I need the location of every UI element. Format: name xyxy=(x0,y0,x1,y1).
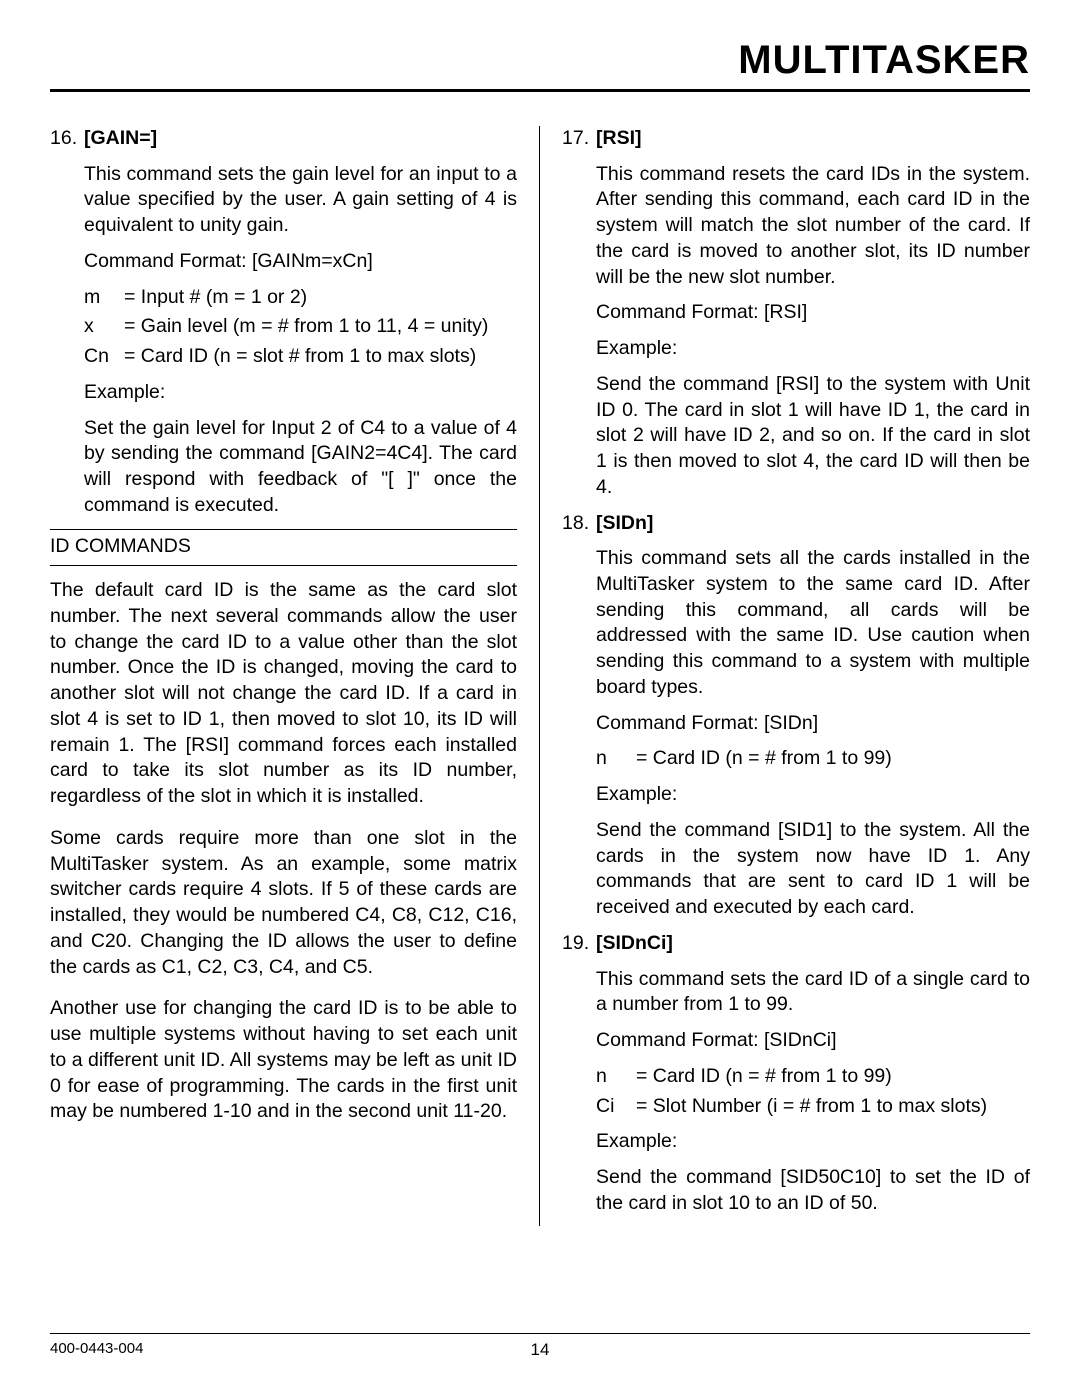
def-text: = Gain level (m = # from 1 to 11, 4 = un… xyxy=(124,314,488,340)
footer-docnum: 400-0443-004 xyxy=(50,1340,143,1357)
item-18-cmdfmt: Command Format: [SIDn] xyxy=(596,711,1030,737)
right-column: 17. [RSI] This command resets the card I… xyxy=(540,126,1030,1226)
id-commands-para-3: Another use for changing the card ID is … xyxy=(50,996,517,1125)
item-label: [SIDn] xyxy=(596,511,653,537)
section-heading-id-commands: ID COMMANDS xyxy=(50,529,517,567)
item-label: [RSI] xyxy=(596,126,642,152)
example-label: Example: xyxy=(84,380,517,406)
item-number: 16. xyxy=(50,126,84,152)
def-row: m = Input # (m = 1 or 2) xyxy=(84,285,517,311)
two-column-layout: 16. [GAIN=] This command sets the gain l… xyxy=(50,126,1030,1226)
def-row: x = Gain level (m = # from 1 to 11, 4 = … xyxy=(84,314,517,340)
item-number: 17. xyxy=(562,126,596,152)
item-17-heading: 17. [RSI] xyxy=(562,126,1030,152)
example-text: Send the command [RSI] to the system wit… xyxy=(596,372,1030,501)
def-row: Ci = Slot Number (i = # from 1 to max sl… xyxy=(596,1094,1030,1120)
def-symbol: n xyxy=(596,746,636,772)
item-label: [GAIN=] xyxy=(84,126,157,152)
example-text: Send the command [SID50C10] to set the I… xyxy=(596,1165,1030,1216)
example-text: Send the command [SID1] to the system. A… xyxy=(596,818,1030,921)
def-symbol: x xyxy=(84,314,124,340)
left-column: 16. [GAIN=] This command sets the gain l… xyxy=(50,126,540,1226)
item-19-cmdfmt: Command Format: [SIDnCi] xyxy=(596,1028,1030,1054)
item-17-desc: This command resets the card IDs in the … xyxy=(596,162,1030,291)
item-number: 19. xyxy=(562,931,596,957)
item-16-cmdfmt: Command Format: [GAINm=xCn] xyxy=(84,249,517,275)
def-symbol: n xyxy=(596,1064,636,1090)
def-symbol: m xyxy=(84,285,124,311)
item-18-defs: n = Card ID (n = # from 1 to 99) xyxy=(596,746,1030,772)
item-19-defs: n = Card ID (n = # from 1 to 99) Ci = Sl… xyxy=(596,1064,1030,1119)
def-symbol: Cn xyxy=(84,344,124,370)
def-row: Cn = Card ID (n = slot # from 1 to max s… xyxy=(84,344,517,370)
item-17-cmdfmt: Command Format: [RSI] xyxy=(596,300,1030,326)
item-16-defs: m = Input # (m = 1 or 2) x = Gain level … xyxy=(84,285,517,370)
def-text: = Card ID (n = # from 1 to 99) xyxy=(636,1064,892,1090)
def-text: = Card ID (n = slot # from 1 to max slot… xyxy=(124,344,476,370)
example-label: Example: xyxy=(596,782,1030,808)
def-text: = Slot Number (i = # from 1 to max slots… xyxy=(636,1094,987,1120)
def-symbol: Ci xyxy=(596,1094,636,1120)
example-text: Set the gain level for Input 2 of C4 to … xyxy=(84,416,517,519)
item-19-heading: 19. [SIDnCi] xyxy=(562,931,1030,957)
item-18-desc: This command sets all the cards installe… xyxy=(596,546,1030,700)
id-commands-para-1: The default card ID is the same as the c… xyxy=(50,578,517,810)
def-text: = Input # (m = 1 or 2) xyxy=(124,285,307,311)
def-text: = Card ID (n = # from 1 to 99) xyxy=(636,746,892,772)
item-number: 18. xyxy=(562,511,596,537)
item-16-desc: This command sets the gain level for an … xyxy=(84,162,517,239)
item-label: [SIDnCi] xyxy=(596,931,673,957)
example-label: Example: xyxy=(596,1129,1030,1155)
def-row: n = Card ID (n = # from 1 to 99) xyxy=(596,1064,1030,1090)
footer-page-number: 14 xyxy=(531,1340,550,1360)
id-commands-para-2: Some cards require more than one slot in… xyxy=(50,826,517,980)
item-18-heading: 18. [SIDn] xyxy=(562,511,1030,537)
page-footer: 400-0443-004 14 xyxy=(50,1333,1030,1357)
item-16-heading: 16. [GAIN=] xyxy=(50,126,517,152)
page-title: MULTITASKER xyxy=(50,38,1030,92)
example-label: Example: xyxy=(596,336,1030,362)
def-row: n = Card ID (n = # from 1 to 99) xyxy=(596,746,1030,772)
item-19-desc: This command sets the card ID of a singl… xyxy=(596,967,1030,1018)
